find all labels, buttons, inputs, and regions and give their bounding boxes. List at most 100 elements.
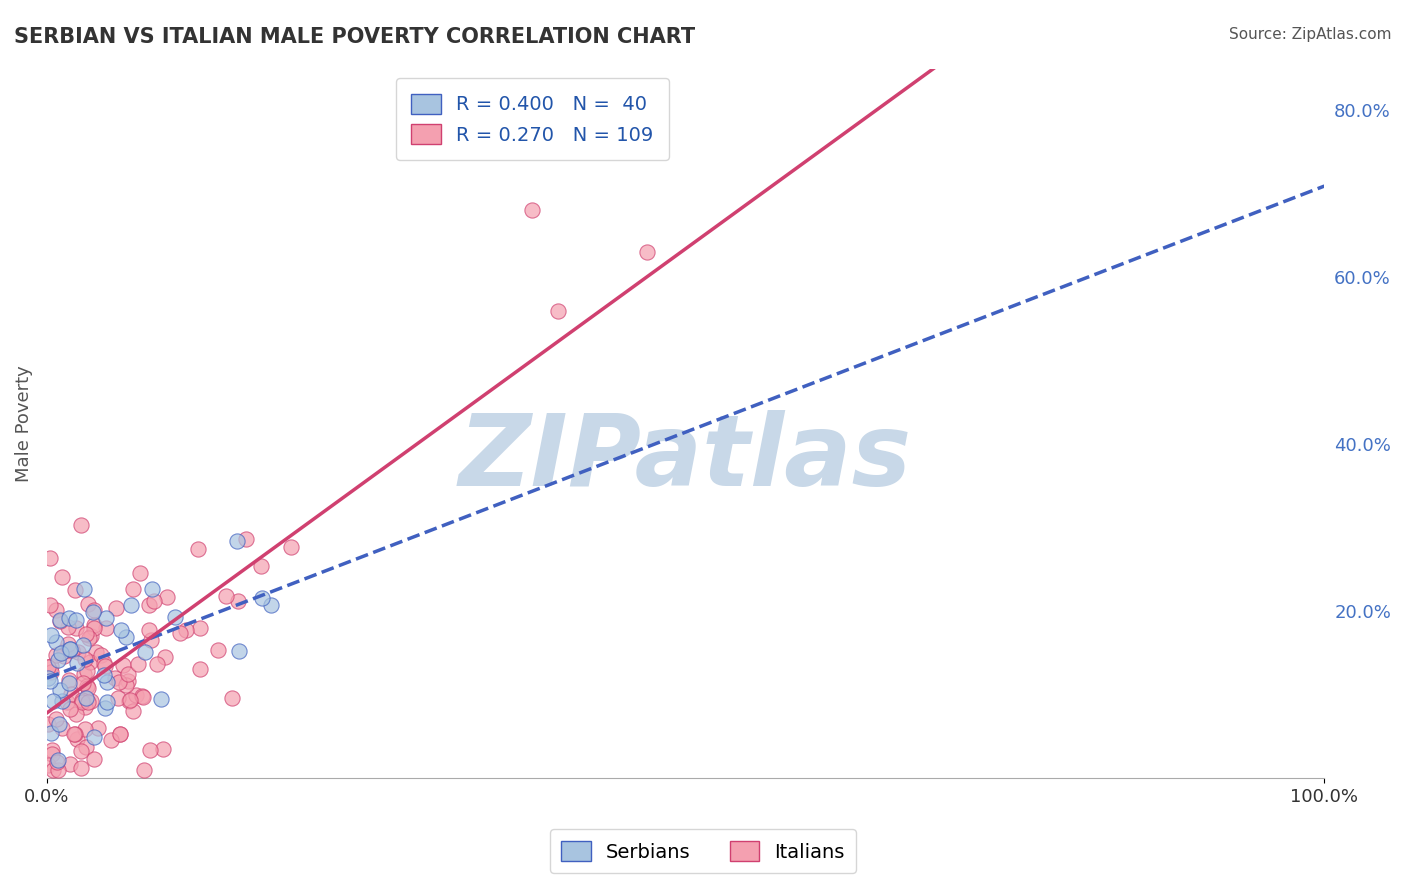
Point — [139, 633, 162, 648]
Point — [83, 603, 105, 617]
Point — [59, 756, 82, 771]
Point — [190, 662, 212, 676]
Point — [75, 739, 97, 754]
Point — [49, 613, 72, 627]
Point — [62, 727, 84, 741]
Point — [80, 694, 103, 708]
Point — [59, 641, 82, 656]
Point — [42, 763, 65, 777]
Point — [94, 658, 117, 673]
Point — [110, 623, 132, 637]
Legend: R = 0.400   N =  40, R = 0.270   N = 109: R = 0.400 N = 40, R = 0.270 N = 109 — [396, 78, 669, 161]
Point — [636, 245, 658, 260]
Point — [82, 605, 104, 619]
Point — [83, 621, 105, 635]
Point — [169, 626, 191, 640]
Point — [73, 582, 96, 597]
Point — [41, 665, 63, 680]
Point — [56, 619, 79, 633]
Point — [45, 603, 67, 617]
Point — [65, 613, 87, 627]
Point — [107, 691, 129, 706]
Point — [122, 704, 145, 718]
Point — [141, 582, 163, 596]
Point — [152, 742, 174, 756]
Point — [127, 657, 149, 671]
Point — [51, 694, 73, 708]
Point — [53, 644, 76, 658]
Point — [45, 712, 67, 726]
Point — [104, 601, 127, 615]
Point — [77, 695, 100, 709]
Point — [83, 752, 105, 766]
Point — [41, 742, 63, 756]
Point — [49, 646, 72, 660]
Text: Source: ZipAtlas.com: Source: ZipAtlas.com — [1229, 27, 1392, 42]
Point — [56, 695, 79, 709]
Point — [48, 717, 70, 731]
Point — [93, 667, 115, 681]
Point — [42, 694, 65, 708]
Point — [129, 566, 152, 581]
Point — [65, 706, 87, 721]
Point — [225, 534, 247, 549]
Point — [73, 652, 96, 666]
Point — [120, 693, 142, 707]
Text: SERBIAN VS ITALIAN MALE POVERTY CORRELATION CHART: SERBIAN VS ITALIAN MALE POVERTY CORRELAT… — [14, 27, 695, 46]
Point — [188, 621, 211, 635]
Point — [39, 628, 62, 642]
Point — [114, 678, 136, 692]
Point — [48, 763, 70, 777]
Point — [214, 590, 236, 604]
Point — [79, 631, 101, 645]
Point — [100, 732, 122, 747]
Point — [59, 702, 82, 716]
Point — [250, 591, 273, 605]
Point — [72, 639, 94, 653]
Point — [51, 570, 73, 584]
Point — [124, 689, 146, 703]
Point — [83, 730, 105, 744]
Point — [63, 582, 86, 597]
Legend: Serbians, Italians: Serbians, Italians — [550, 830, 856, 873]
Point — [48, 683, 70, 698]
Point — [132, 690, 155, 704]
Point — [72, 676, 94, 690]
Point — [37, 660, 59, 674]
Point — [120, 598, 142, 612]
Point — [76, 597, 98, 611]
Point — [73, 666, 96, 681]
Point — [280, 540, 302, 554]
Point — [60, 642, 83, 657]
Point — [117, 666, 139, 681]
Point — [66, 732, 89, 747]
Point — [72, 695, 94, 709]
Point — [46, 653, 69, 667]
Point — [45, 648, 67, 662]
Point — [63, 727, 86, 741]
Point — [46, 753, 69, 767]
Point — [114, 630, 136, 644]
Point — [117, 674, 139, 689]
Point — [83, 618, 105, 632]
Point — [107, 674, 129, 689]
Point — [58, 676, 80, 690]
Point — [104, 672, 127, 686]
Point — [52, 649, 75, 664]
Point — [94, 611, 117, 625]
Point — [207, 642, 229, 657]
Point — [76, 664, 98, 678]
Point — [228, 644, 250, 658]
Point — [59, 643, 82, 657]
Text: ZIPatlas: ZIPatlas — [460, 410, 912, 508]
Point — [70, 744, 93, 758]
Point — [153, 649, 176, 664]
Point — [108, 727, 131, 741]
Point — [86, 721, 108, 735]
Point — [70, 518, 93, 533]
Point — [37, 672, 59, 686]
Point — [75, 690, 97, 705]
Point — [38, 551, 60, 566]
Point — [59, 687, 82, 701]
Point — [118, 693, 141, 707]
